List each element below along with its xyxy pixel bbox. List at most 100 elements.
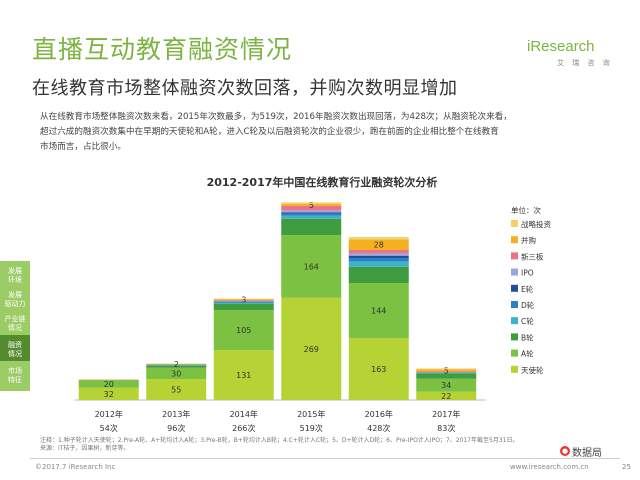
sidebar-tab-label: 驱动力: [4, 300, 26, 308]
sidebar-tab-label: 发展: [8, 291, 22, 299]
legend-label: 新三板: [521, 251, 544, 261]
description-line: 超过六成的融资次数集中在早期的天使轮和A轮，进入C轮及以后融资轮次的企业很少，跑…: [40, 127, 499, 137]
x-tick-label: 2016年: [365, 409, 393, 419]
x-tick-label: 2017年: [432, 409, 460, 419]
legend-label: 天使轮: [521, 365, 544, 375]
legend-unit-label: 单位：次: [511, 205, 541, 215]
total-label: 266次: [232, 423, 255, 433]
bar-segment: [348, 257, 409, 262]
sidebar-tab-label: 特征: [8, 376, 22, 384]
x-tick-label: 2012年: [95, 409, 123, 419]
bar-segment: [146, 363, 207, 365]
bar-segment: [146, 367, 207, 380]
bar-segment: [78, 380, 139, 388]
bar-segment: [348, 237, 409, 240]
data-label: 2: [174, 360, 179, 369]
sidebar-tab-label: 环境: [8, 276, 22, 284]
legend-swatch: [511, 317, 518, 325]
bar-segment: [146, 364, 207, 366]
sidebar-tab-industry-chain[interactable]: 产业链 情况: [0, 309, 30, 339]
total-label: 428次: [367, 423, 390, 433]
total-label: 54次: [100, 423, 118, 433]
legend-label: 并购: [521, 235, 536, 245]
bar-segment: [416, 391, 477, 400]
legend-swatch: [511, 333, 518, 341]
bar-segment: [348, 249, 409, 254]
legend-swatch: [511, 268, 518, 276]
page-number: 25: [622, 463, 631, 471]
bar-segment: [281, 212, 342, 214]
website-link[interactable]: www.iresearch.com.cn: [510, 463, 589, 471]
sidebar-tab-financing[interactable]: 融资 情况: [0, 335, 30, 365]
sidebar-tab-label: 情况: [8, 324, 22, 332]
bar-segment: [348, 283, 409, 338]
bar-segment: [416, 372, 477, 374]
watermark-text: 数据局: [572, 447, 602, 459]
bar-segment: [281, 205, 342, 211]
data-label: 55: [171, 386, 181, 395]
data-label: 3: [241, 296, 246, 305]
legend-label: IPO: [521, 269, 534, 278]
logo-brand: iResearch: [527, 38, 595, 55]
chart-notes: 注释：1.种子轮计入天使轮；2.Pre-A轮、A+轮均计入A轮；3.Pre-B轮…: [40, 437, 518, 453]
page-title: 直播互动教育融资情况: [32, 35, 293, 64]
x-tick-label: 2013年: [162, 409, 190, 419]
data-label: 34: [441, 381, 451, 390]
legend-label: 战略投资: [521, 219, 551, 229]
bar-segment: [348, 261, 409, 267]
bar-segment: [416, 368, 477, 370]
data-label: 5: [444, 366, 449, 375]
bar-segment: [416, 369, 477, 372]
bar-segment: [348, 253, 409, 256]
x-tick-label: 2014年: [230, 409, 258, 419]
bar-segment: [416, 373, 477, 379]
bar-segment: [348, 255, 409, 258]
description-line: 从在线教育市场整体融资次数来看，2015年次数最多，为519次，2016年融资次…: [40, 112, 512, 122]
bar-segment: [213, 302, 274, 304]
data-label: 144: [371, 307, 386, 316]
bar-segment: [213, 300, 274, 301]
data-label: 269: [304, 345, 319, 354]
sidebar-tab-label: 产业链: [4, 315, 26, 323]
watermark: ● 数据局: [560, 441, 634, 461]
copyright-text: ©2017.7 iResearch Inc: [35, 463, 116, 471]
data-label: 20: [104, 380, 114, 389]
bar-segment: [281, 297, 342, 400]
data-label: 105: [236, 326, 251, 335]
sidebar-tab-label: 发展: [8, 267, 22, 275]
sidebar-tab-label: 情况: [8, 350, 22, 358]
sidebar-tab-market[interactable]: 市场 特征: [0, 361, 30, 391]
bar-segment: [281, 215, 342, 219]
bar-segment: [213, 299, 274, 301]
bar-segment: [281, 218, 342, 236]
description-paragraph: 从在线教育市场整体融资次数来看，2015年次数最多，为519次，2016年融资次…: [40, 110, 620, 155]
logo-subtitle: 艾 瑞 咨 询: [557, 59, 613, 67]
watermark-icon: ●: [560, 446, 570, 456]
bar-segment: [213, 301, 274, 303]
bar-segment: [146, 379, 207, 400]
legend-label: B轮: [521, 332, 534, 342]
legend-swatch: [511, 365, 518, 373]
data-label: 164: [304, 262, 319, 271]
data-label: 22: [441, 392, 451, 401]
data-label: 32: [104, 390, 114, 399]
data-label: 28: [374, 241, 384, 250]
bar-segment: [281, 202, 342, 204]
bar-segment: [281, 210, 342, 213]
sidebar-tab-label: 市场: [8, 367, 22, 375]
legend-swatch: [511, 220, 518, 227]
bar-segment: [78, 387, 139, 400]
description-line: 市场而言，占比很小。: [40, 142, 126, 152]
bar-segment: [416, 378, 477, 392]
legend-swatch: [511, 252, 518, 260]
footer-divider: [30, 458, 620, 459]
data-label: 163: [371, 365, 386, 374]
bar-segment: [348, 337, 409, 400]
bar-segment: [348, 239, 409, 250]
bar-segment: [213, 310, 274, 351]
note-line: 注释：1.种子轮计入天使轮；2.Pre-A轮、A+轮均计入A轮；3.Pre-B轮…: [40, 437, 519, 444]
legend-label: E轮: [521, 284, 534, 294]
sidebar-tab-label: 融资: [8, 341, 22, 349]
legend-label: D轮: [521, 300, 535, 310]
